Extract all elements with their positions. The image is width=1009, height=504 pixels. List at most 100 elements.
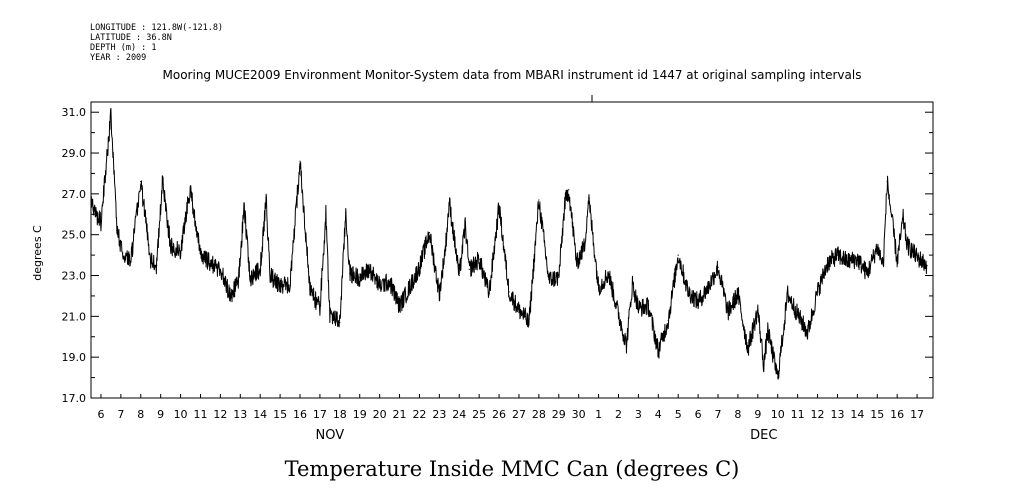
x-tick-label: 2 bbox=[615, 408, 622, 421]
y-tick-label: 17.0 bbox=[62, 392, 87, 405]
x-tick-label: 26 bbox=[492, 408, 506, 421]
temperature-data-point bbox=[727, 311, 729, 313]
temperature-data-point bbox=[122, 252, 124, 254]
temperature-data-point bbox=[339, 321, 341, 324]
temperature-data-point bbox=[757, 309, 759, 311]
x-tick-label: 9 bbox=[754, 408, 761, 421]
x-tick-label: 14 bbox=[253, 408, 267, 421]
temperature-data-point bbox=[369, 268, 371, 270]
chart-caption: Temperature Inside MMC Can (degrees C) bbox=[285, 457, 740, 481]
temperature-data-point bbox=[319, 307, 321, 309]
y-tick-label: 23.0 bbox=[62, 270, 87, 283]
temperature-data-point bbox=[856, 258, 858, 260]
temperature-data-point bbox=[243, 205, 245, 207]
x-tick-label: 27 bbox=[512, 408, 526, 421]
x-tick-label: 4 bbox=[655, 408, 662, 421]
x-tick-label: 28 bbox=[532, 408, 546, 421]
y-tick-label: 25.0 bbox=[62, 229, 87, 242]
temperature-data-point bbox=[588, 197, 590, 199]
x-tick-label: 6 bbox=[97, 408, 104, 421]
temperature-data-point bbox=[359, 276, 361, 279]
temperature-data-point bbox=[631, 283, 634, 285]
y-tick-label: 21.0 bbox=[62, 310, 87, 323]
temperature-data-point bbox=[309, 289, 311, 291]
x-tick-label: 12 bbox=[213, 408, 227, 421]
y-tick-label: 27.0 bbox=[62, 188, 87, 201]
x-tick-label: 20 bbox=[373, 408, 387, 421]
temperature-data-point bbox=[170, 246, 172, 248]
temperature-data-point bbox=[607, 272, 610, 275]
temperature-data-point bbox=[162, 178, 164, 181]
x-tick-label: 30 bbox=[572, 408, 586, 421]
temperature-data-point bbox=[564, 203, 566, 205]
temperature-data-point bbox=[697, 301, 699, 303]
temperature-data-point bbox=[398, 305, 401, 307]
series-layer bbox=[90, 107, 928, 380]
x-tick-label: 24 bbox=[452, 408, 466, 421]
temperature-data-point bbox=[558, 276, 560, 279]
temperature-data-point bbox=[150, 258, 152, 260]
temperature-data-point bbox=[428, 232, 430, 234]
temperature-data-point bbox=[110, 113, 112, 115]
y-tick-label: 19.0 bbox=[62, 351, 87, 364]
temperature-data-point bbox=[279, 285, 281, 287]
x-tick-label: 6 bbox=[695, 408, 702, 421]
temperature-data-point bbox=[265, 199, 267, 201]
temperature-data-point bbox=[116, 230, 118, 232]
temperature-data-point bbox=[882, 264, 884, 266]
temperature-data-point bbox=[836, 254, 839, 256]
temperature-data-point bbox=[299, 160, 301, 162]
x-tick-label: 22 bbox=[412, 408, 426, 421]
x-tick-label: 10 bbox=[174, 408, 188, 421]
temperature-data-point bbox=[130, 260, 132, 262]
temperature-data-point bbox=[816, 291, 819, 293]
x-tick-label: 21 bbox=[393, 408, 407, 421]
x-tick-label: 11 bbox=[193, 408, 207, 421]
x-tick-label: 1 bbox=[595, 408, 602, 421]
temperature-data-point bbox=[325, 213, 327, 215]
temperature-data-point bbox=[906, 244, 908, 246]
temperature-data-point bbox=[687, 291, 689, 293]
x-tick-label: 12 bbox=[811, 408, 825, 421]
x-tick-label: 29 bbox=[552, 408, 566, 421]
temperature-data-point bbox=[876, 246, 878, 248]
y-tick-label: 31.0 bbox=[62, 106, 87, 119]
temperature-data-point bbox=[349, 272, 351, 275]
x-tick-label: 25 bbox=[472, 408, 486, 421]
x-tick-label: 18 bbox=[333, 408, 347, 421]
temperature-data-point bbox=[747, 348, 749, 350]
temperature-data-point bbox=[458, 274, 460, 277]
x-tick-label: 15 bbox=[870, 408, 884, 421]
temperature-data-point bbox=[518, 309, 520, 311]
temperature-data-point bbox=[576, 262, 578, 264]
x-tick-label: 14 bbox=[850, 408, 864, 421]
temperature-data-point bbox=[156, 264, 158, 266]
x-tick-label: 10 bbox=[771, 408, 785, 421]
temperature-data-point bbox=[259, 268, 261, 270]
temperature-data-point bbox=[657, 350, 659, 352]
temperature-data-point bbox=[916, 256, 918, 258]
temperature-data-point bbox=[717, 266, 719, 268]
x-tick-label: 17 bbox=[313, 408, 327, 421]
temperature-data-point bbox=[269, 274, 271, 277]
temperature-data-point bbox=[464, 223, 466, 226]
temperature-data-point bbox=[444, 248, 446, 250]
temperature-data-point bbox=[408, 287, 411, 289]
x-tick-label: 3 bbox=[635, 408, 642, 421]
y-tick-label: 29.0 bbox=[62, 147, 87, 160]
y-axis: 17.0 19.0 21.0 23.0 25.0 27.0 29.0 31.0 bbox=[62, 106, 933, 405]
temperature-data-point bbox=[787, 293, 789, 295]
x-tick-label: 5 bbox=[675, 408, 682, 421]
temperature-data-point bbox=[677, 254, 679, 256]
temperature-data-point bbox=[438, 293, 440, 295]
temperature-data-point bbox=[597, 287, 600, 289]
temperature-data-point bbox=[886, 181, 888, 183]
x-tick-label: 16 bbox=[293, 408, 307, 421]
temperature-data-point bbox=[90, 203, 92, 205]
temperature-data-point bbox=[797, 313, 799, 315]
meta-longitude: LONGITUDE : 121.8W(-121.8) bbox=[90, 23, 223, 33]
temperature-data-point bbox=[209, 262, 212, 264]
temperature-data-point bbox=[329, 313, 331, 315]
temperature-data-point bbox=[508, 291, 510, 293]
